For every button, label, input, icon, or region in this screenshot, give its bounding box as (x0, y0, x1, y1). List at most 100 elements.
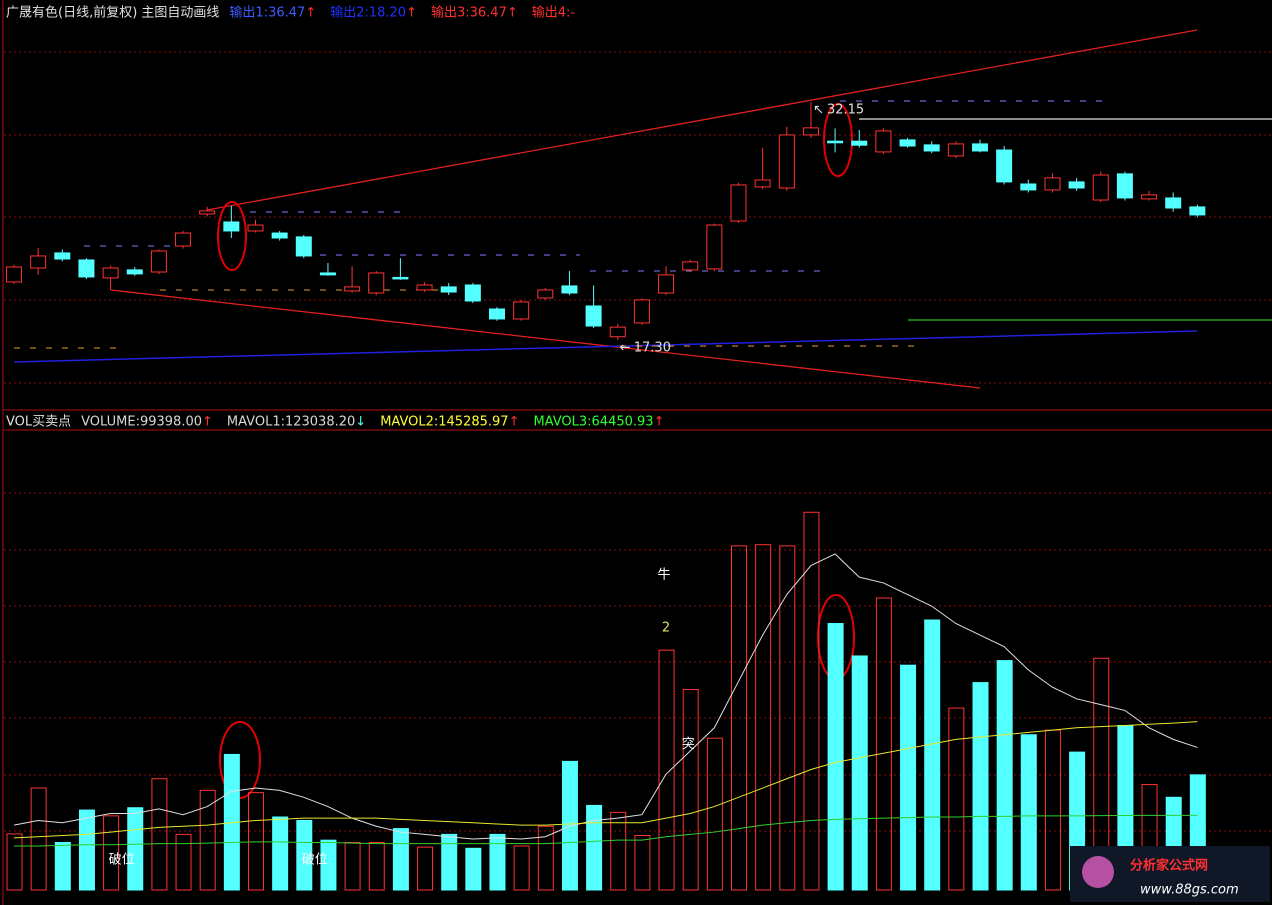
volume-bar (103, 815, 120, 891)
volume-bar (634, 835, 651, 891)
legend-arrow: ↑ (202, 415, 213, 430)
price-annotation: 17.30 (634, 340, 671, 355)
candle-body (416, 284, 433, 291)
candle-body (827, 140, 844, 144)
volume-bar (972, 682, 989, 891)
volume-bar (851, 655, 868, 891)
volume-bar (779, 545, 796, 891)
candle-body (923, 144, 940, 152)
volume-bar (320, 839, 337, 891)
candle-body (319, 272, 336, 276)
volume-bar (6, 833, 23, 891)
candle-body (875, 130, 892, 153)
candle-body (1116, 173, 1133, 199)
volume-bar (948, 707, 965, 891)
candle-body (126, 269, 143, 275)
legend-arrow: ↓ (355, 415, 366, 430)
candle-body (899, 139, 916, 147)
candle-body (561, 285, 578, 294)
candle-body (972, 143, 988, 152)
volume-bar (537, 825, 554, 891)
legend-label: 输出3:36.47 (431, 5, 507, 21)
candle-body (682, 261, 699, 271)
candle-body (1068, 181, 1085, 189)
candle-body (851, 140, 868, 146)
candle-body (802, 127, 819, 136)
volume-bar (924, 619, 941, 891)
grid (4, 51, 1272, 832)
candle-body (1044, 177, 1061, 191)
candle-body (585, 305, 602, 327)
volume-bar (489, 833, 506, 891)
legend-label: MAVOL1:123038.20 (227, 415, 355, 430)
legend-label: 输出4:- (532, 5, 576, 21)
candle-body (706, 224, 723, 270)
volume-bar (682, 689, 699, 891)
candle-body (754, 179, 771, 188)
candle-body (54, 252, 71, 260)
candle-body (199, 210, 216, 215)
volume-bar (417, 846, 434, 891)
volume-bar (127, 807, 144, 891)
volume-bar (30, 787, 47, 891)
signal-label: 破位 (109, 853, 135, 868)
volume-bar (368, 841, 385, 891)
signal-label: 2 (662, 621, 670, 636)
candle-body (730, 184, 747, 222)
candle-body (30, 255, 47, 269)
annotation-arrow: ← (620, 340, 631, 355)
candle-body (344, 286, 361, 292)
legend-arrow: ↑ (509, 415, 520, 430)
legend-arrow: ↑ (507, 6, 518, 21)
signal-label: 破位 (302, 853, 328, 868)
candle-body (633, 299, 650, 324)
volume-bar (1044, 729, 1061, 891)
volume-bar (610, 811, 627, 891)
candle-body (368, 272, 385, 294)
trend-lines (13, 29, 1272, 799)
candle-body (1141, 194, 1158, 200)
candle-body (1189, 206, 1206, 216)
candle-body (78, 259, 95, 278)
signal-label: 牛 (658, 568, 671, 583)
price-annotation: 32.15 (827, 102, 864, 117)
candle-body (464, 284, 481, 302)
volume-bar (996, 660, 1013, 891)
annotation-arrow: ↖ (813, 102, 824, 117)
volume-bar (175, 833, 192, 891)
volume-bar (803, 511, 820, 891)
legend-arrow: ↑ (406, 6, 417, 21)
volume-bar (392, 828, 409, 891)
watermark-name: 分析家公式网 (1130, 858, 1208, 874)
volume-bar (248, 792, 264, 891)
ma-line (14, 814, 1198, 847)
candle-body (271, 232, 288, 239)
candle-body (295, 236, 312, 257)
legend-label: MAVOL2:145285.97 (380, 415, 508, 430)
candle-body (440, 286, 457, 293)
legend-label: 输出1:36.47 (229, 5, 305, 21)
candle-body (489, 308, 505, 320)
candle-body (392, 276, 409, 280)
chart-title: 广晟有色(日线,前复权) 主图自动画线 (6, 5, 219, 21)
candle-body (778, 134, 795, 189)
legend-label: VOLUME:99398.00 (81, 415, 202, 430)
watermark-url: www.88gs.com (1140, 883, 1239, 898)
volume-bar (465, 847, 482, 891)
candle-body (658, 274, 675, 294)
volume-bar (151, 778, 168, 891)
volume-bar (54, 841, 71, 891)
volume-bar (1020, 734, 1037, 891)
volume-bar (344, 841, 361, 891)
candle-body (1165, 197, 1182, 209)
candle-body (247, 224, 264, 232)
volume-bar (706, 737, 723, 891)
volume-bar (658, 649, 675, 891)
volume-bar (513, 845, 530, 891)
legend-label: 输出2:18.20 (330, 5, 406, 21)
ma-line (13, 721, 1198, 839)
candle-body (175, 232, 192, 247)
legend-label: MAVOL3:64450.93 (533, 415, 653, 430)
volume-bar (78, 809, 95, 891)
